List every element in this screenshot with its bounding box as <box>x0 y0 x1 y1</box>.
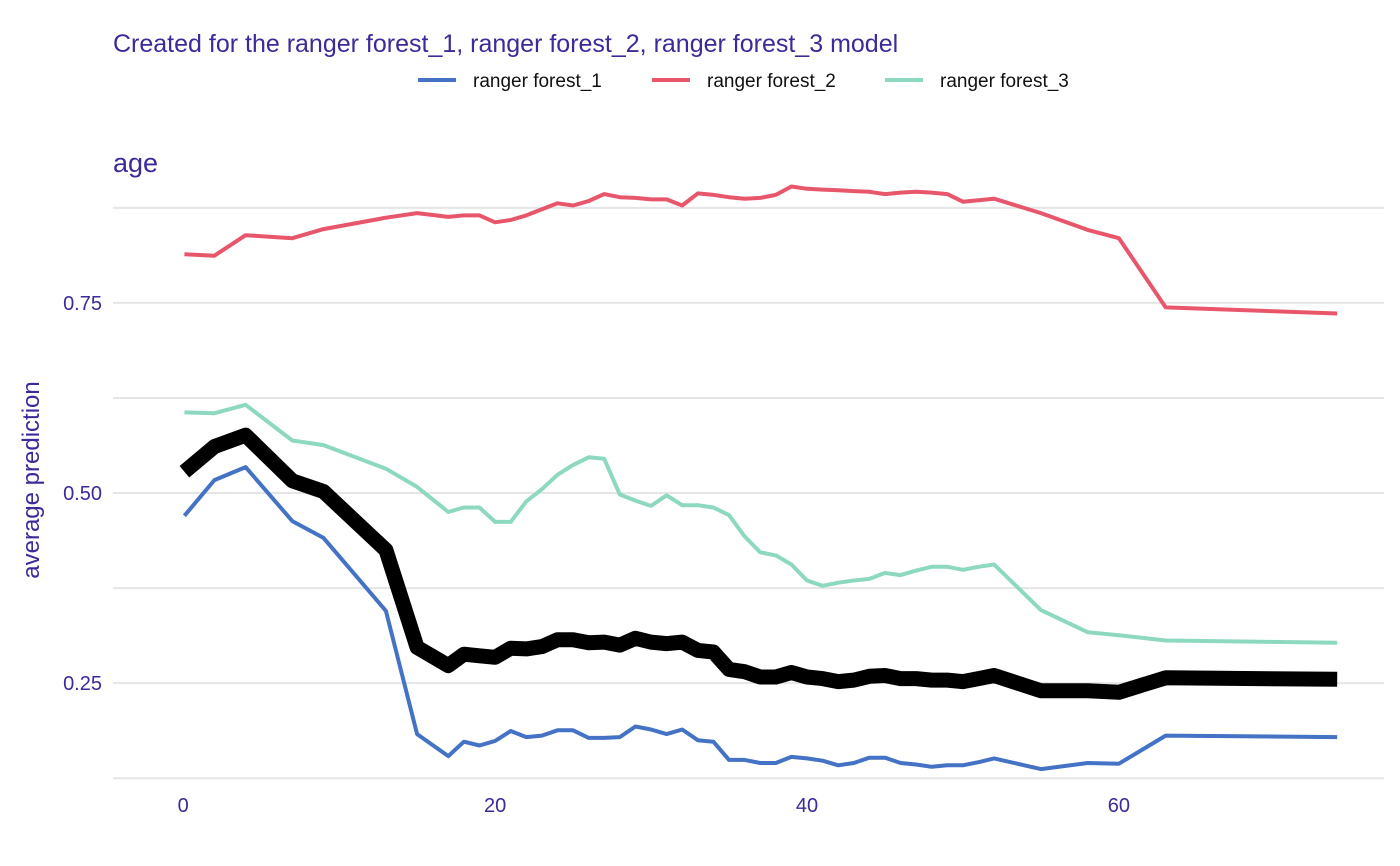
panel-title: age <box>113 148 158 178</box>
plot-lines <box>179 184 1338 772</box>
average-line <box>179 427 1338 700</box>
y-tick-label-2: 0.75 <box>63 293 102 315</box>
y-tick-label-1: 0.50 <box>63 483 102 505</box>
chart-subtitle: Created for the ranger forest_1, ranger … <box>113 30 898 58</box>
series-line-2 <box>184 184 1338 316</box>
x-tick-label-0: 0 <box>178 795 189 817</box>
legend-label-3: ranger forest_3 <box>940 71 1069 92</box>
series-line-1 <box>182 465 1338 772</box>
legend-label-2: ranger forest_2 <box>707 71 836 92</box>
legend-label-1: ranger forest_1 <box>473 71 602 92</box>
series-line-3 <box>184 402 1338 645</box>
legend: ranger forest_1 ranger forest_2 ranger for… <box>418 71 1069 92</box>
y-tick-labels: 0.25 0.50 0.75 <box>63 293 102 695</box>
y-axis-label: average prediction <box>18 381 45 578</box>
x-tick-label-1: 20 <box>484 795 506 817</box>
x-tick-label-3: 60 <box>1108 795 1130 817</box>
gridlines <box>113 206 1384 780</box>
y-tick-label-0: 0.25 <box>63 673 102 695</box>
x-tick-labels: 0 20 40 60 <box>178 795 1130 817</box>
x-tick-label-2: 40 <box>796 795 818 817</box>
